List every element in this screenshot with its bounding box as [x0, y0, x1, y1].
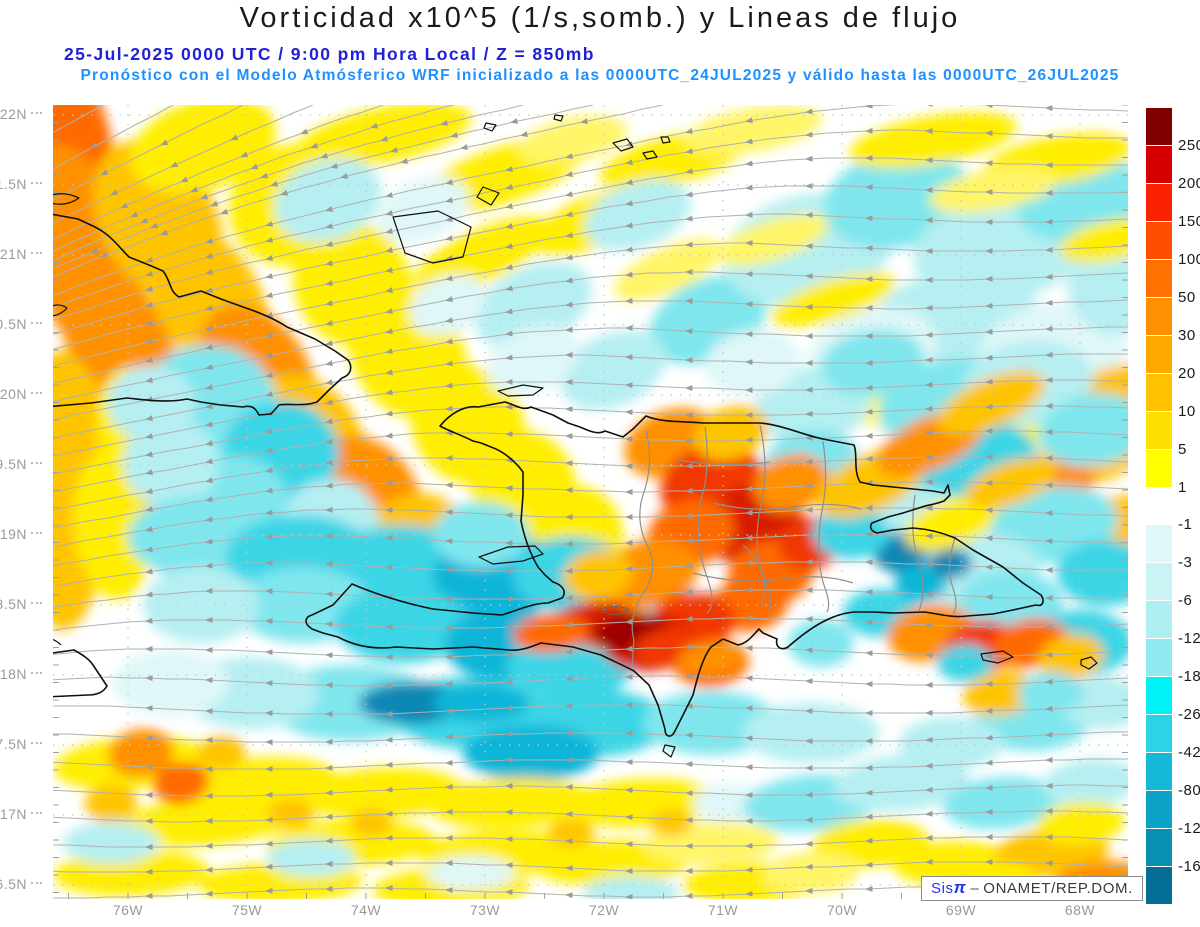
- lat-label-21N: 21N: [0, 246, 42, 262]
- valid-time-line: 25-Jul-2025 0000 UTC / 9:00 pm Hora Loca…: [64, 44, 595, 64]
- colorbar-label--120: -120: [1178, 820, 1200, 838]
- colorbar-cell-2: [1146, 183, 1172, 222]
- lat-label-19N: 19N: [0, 526, 42, 542]
- colorbar-cell-9: [1146, 449, 1172, 488]
- lon-label-69W: 69W: [945, 902, 977, 918]
- lon-label-76W: 76W: [112, 902, 144, 918]
- colorbar-label-100: 100: [1178, 250, 1200, 268]
- lat-label-18.5N: 18.5N: [0, 596, 42, 612]
- colorbar-label--1: -1: [1178, 516, 1193, 534]
- colorbar-cell-1: [1146, 145, 1172, 184]
- colorbar-label--12: -12: [1178, 630, 1200, 648]
- colorbar-cell-11: [1146, 525, 1172, 564]
- colorbar-cell-19: [1146, 829, 1172, 868]
- colorbar-cell-16: [1146, 715, 1172, 754]
- watermark-brand: Sis: [931, 880, 954, 897]
- pi-logo-icon: π: [953, 878, 967, 897]
- colorbar-label-1: 1: [1178, 478, 1187, 496]
- watermark-separator: –: [970, 880, 980, 897]
- lat-label-21.5N: 21.5N: [0, 176, 42, 192]
- colorbar-cell-5: [1146, 297, 1172, 336]
- colorbar-label--26: -26: [1178, 706, 1200, 724]
- map-area: [53, 105, 1128, 899]
- vorticity-streamline-map: [53, 105, 1128, 899]
- lat-label-19.5N: 19.5N: [0, 456, 42, 472]
- colorbar-cell-15: [1146, 677, 1172, 716]
- colorbar-cell-7: [1146, 373, 1172, 412]
- colorbar-cell-14: [1146, 639, 1172, 678]
- colorbar-label-250: 250: [1178, 136, 1200, 154]
- lon-label-74W: 74W: [350, 902, 382, 918]
- lat-label-16.5N: 16.5N: [0, 876, 42, 892]
- lon-label-70W: 70W: [826, 902, 858, 918]
- watermark-org: ONAMET/REP.DOM.: [983, 880, 1133, 897]
- colorbar-label-50: 50: [1178, 288, 1196, 306]
- colorbar-label-10: 10: [1178, 402, 1196, 420]
- lat-label-17.5N: 17.5N: [0, 736, 42, 752]
- colorbar-cell-4: [1146, 259, 1172, 298]
- colorbar-cell-13: [1146, 601, 1172, 640]
- colorbar-cell-6: [1146, 335, 1172, 374]
- colorbar-cell-18: [1146, 791, 1172, 830]
- colorbar-cell-20: [1146, 867, 1172, 906]
- colorbar-cell-0: [1146, 108, 1172, 146]
- colorbar-label--3: -3: [1178, 554, 1193, 572]
- lon-label-75W: 75W: [231, 902, 263, 918]
- colorbar-label--6: -6: [1178, 592, 1193, 610]
- watermark-box: Sisπ – ONAMET/REP.DOM.: [921, 876, 1143, 901]
- lon-label-73W: 73W: [469, 902, 501, 918]
- lat-label-18N: 18N: [0, 666, 42, 682]
- colorbar-cell-12: [1146, 563, 1172, 602]
- colorbar-cell-3: [1146, 221, 1172, 260]
- colorbar-label-150: 150: [1178, 212, 1200, 230]
- streamlines-layer: [53, 105, 1128, 899]
- colorbar-label--80: -80: [1178, 782, 1200, 800]
- colorbar-label--42: -42: [1178, 744, 1200, 762]
- lon-label-72W: 72W: [588, 902, 620, 918]
- colorbar-cell-10: [1146, 487, 1172, 526]
- colorbar-label-5: 5: [1178, 440, 1187, 458]
- lon-label-71W: 71W: [707, 902, 739, 918]
- colorbar-label-200: 200: [1178, 174, 1200, 192]
- province-borders-layer: [599, 424, 957, 669]
- vorticity-shading-layer: [53, 105, 1128, 899]
- colorbar-label-30: 30: [1178, 326, 1196, 344]
- colorbar-cell-17: [1146, 753, 1172, 792]
- lon-label-68W: 68W: [1064, 902, 1096, 918]
- lat-label-20.5N: 20.5N: [0, 316, 42, 332]
- colorbar-label-20: 20: [1178, 364, 1196, 382]
- page-title: Vorticidad x10^5 (1/s,somb.) y Lineas de…: [239, 2, 961, 34]
- colorbar: [1146, 108, 1172, 906]
- lat-label-20N: 20N: [0, 386, 42, 402]
- colorbar-cell-8: [1146, 411, 1172, 450]
- colorbar-label--160: -160: [1178, 858, 1200, 876]
- coastlines-layer: [53, 114, 1098, 758]
- lat-label-22N: 22N: [0, 106, 42, 122]
- model-info-line: Pronóstico con el Modelo Atmósferico WRF…: [80, 67, 1120, 84]
- lat-label-17N: 17N: [0, 806, 42, 822]
- colorbar-label--18: -18: [1178, 668, 1200, 686]
